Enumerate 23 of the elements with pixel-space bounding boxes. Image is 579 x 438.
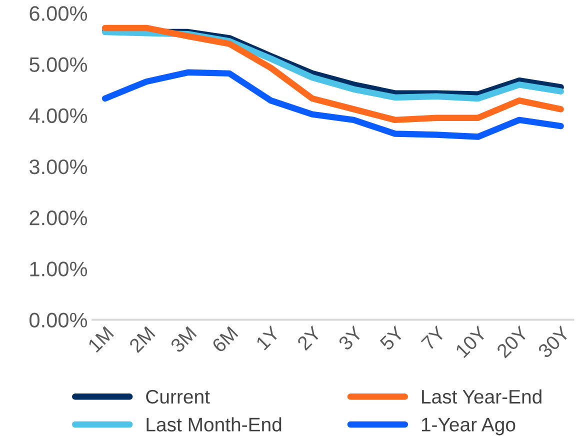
x-tick-label: 3M	[170, 326, 197, 354]
x-tick-label: 1M	[88, 326, 114, 353]
x-tick-label: 30Y	[537, 325, 571, 359]
x-tick-label: 20Y	[496, 325, 530, 358]
y-tick-label: 6.00%	[30, 6, 88, 21]
x-tick-label: 10Y	[454, 325, 488, 358]
x-tick-label: 1Y	[256, 325, 280, 350]
y-tick-label: 1.00%	[30, 262, 88, 276]
y-tick-label: 4.00%	[29, 108, 88, 124]
legend-label: Current	[146, 390, 210, 404]
y-tick-label: 3.00%	[30, 159, 88, 174]
y-tick-label: 5.00%	[30, 57, 88, 72]
x-tick-label: 2Y	[296, 325, 322, 351]
y-tick-label: 0.00%	[30, 312, 88, 328]
x-tick-label: 7Y	[420, 325, 446, 351]
legend-label: Last Year-End	[422, 389, 542, 404]
legend-label: 1-Year Ago	[422, 418, 516, 436]
y-tick-label: 2.00%	[30, 210, 88, 226]
x-tick-label: 6M	[211, 326, 238, 354]
x-tick-label: 2M	[128, 326, 156, 353]
x-tick-label: 5Y	[379, 325, 405, 351]
x-tick-label: 3Y	[338, 325, 364, 351]
legend-label: Last Month-End	[146, 417, 282, 432]
